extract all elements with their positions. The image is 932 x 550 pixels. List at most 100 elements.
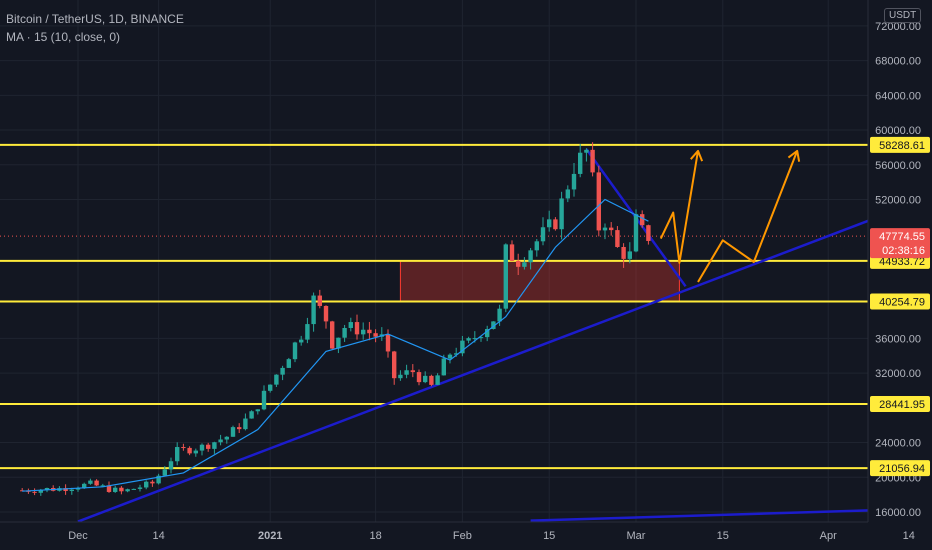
candle bbox=[243, 413, 248, 431]
candle bbox=[168, 457, 174, 474]
candle bbox=[367, 321, 372, 341]
candle bbox=[646, 224, 651, 245]
candle bbox=[516, 253, 521, 275]
candle-body bbox=[224, 436, 229, 440]
candle-body bbox=[416, 372, 422, 383]
candle bbox=[88, 478, 93, 485]
candle bbox=[497, 304, 502, 326]
level-tag-text: 21056.94 bbox=[879, 463, 925, 475]
candle bbox=[596, 165, 601, 237]
candle-body bbox=[361, 329, 366, 335]
candle bbox=[299, 335, 304, 346]
candle bbox=[553, 217, 558, 231]
candle-body bbox=[88, 480, 93, 484]
candle-body bbox=[181, 447, 186, 449]
candle-body bbox=[354, 322, 360, 335]
projection-path bbox=[659, 150, 699, 264]
candle-body bbox=[633, 214, 639, 252]
candle-body bbox=[69, 489, 74, 491]
candle-body bbox=[392, 351, 397, 379]
candle-body bbox=[144, 481, 149, 488]
level-price-tag: 21056.94 bbox=[870, 460, 930, 477]
quote-currency-badge[interactable]: USDT bbox=[884, 8, 922, 23]
candle-body bbox=[596, 172, 601, 231]
candle bbox=[602, 223, 608, 240]
level-tag-bg bbox=[870, 293, 930, 310]
candle-body bbox=[150, 481, 155, 484]
price-tick-label: 32000.00 bbox=[875, 368, 921, 380]
candle-body bbox=[385, 334, 391, 352]
candle bbox=[144, 480, 149, 490]
candle bbox=[292, 341, 298, 363]
candle bbox=[429, 374, 434, 387]
candle-body bbox=[255, 409, 260, 412]
level-price-tag: 28441.95 bbox=[870, 395, 930, 412]
candle bbox=[268, 384, 273, 393]
candle bbox=[392, 350, 397, 385]
candle-body bbox=[615, 230, 620, 247]
time-axis[interactable]: Dec 14 2021 18 Feb 15 Mar 15 Apr 14 bbox=[0, 521, 932, 550]
candle-body bbox=[559, 198, 564, 230]
candle-body bbox=[435, 375, 440, 385]
candle-body bbox=[578, 152, 583, 174]
candle bbox=[361, 322, 366, 340]
candle bbox=[119, 486, 124, 495]
zone-rect bbox=[399, 260, 680, 302]
candle bbox=[404, 364, 409, 379]
candle-body bbox=[274, 374, 279, 385]
ma-line bbox=[22, 198, 649, 492]
arrow-head bbox=[690, 149, 704, 162]
candle-body bbox=[218, 439, 223, 443]
projection-arrows bbox=[659, 149, 801, 283]
candle bbox=[199, 443, 205, 456]
countdown-text: 02:38:16 bbox=[882, 245, 925, 257]
candle-body bbox=[534, 241, 539, 251]
candle-body bbox=[175, 447, 180, 462]
candle-body bbox=[404, 370, 409, 375]
candle bbox=[491, 321, 496, 330]
candle-body bbox=[373, 333, 378, 337]
candle bbox=[584, 148, 589, 162]
candle bbox=[578, 143, 583, 178]
candle bbox=[63, 484, 68, 495]
time-tick-label: Apr bbox=[820, 530, 837, 542]
candle bbox=[559, 191, 564, 240]
candle bbox=[621, 243, 626, 268]
projection-path bbox=[697, 150, 799, 283]
candle-body bbox=[410, 370, 415, 373]
candle-body bbox=[565, 189, 570, 199]
candle bbox=[379, 327, 384, 341]
indicator-label[interactable]: MA · 15 (10, close, 0) bbox=[6, 30, 121, 44]
time-tick-label: 18 bbox=[369, 530, 381, 542]
candle bbox=[410, 364, 415, 378]
candle-body bbox=[131, 488, 136, 490]
candle bbox=[423, 371, 428, 384]
level-tag-bg bbox=[870, 395, 930, 412]
current-price-tag: 47774.55 02:38:16 bbox=[870, 228, 930, 259]
time-tick-label: Mar bbox=[627, 530, 646, 542]
candle bbox=[466, 336, 471, 344]
candle-body bbox=[137, 487, 143, 489]
candle-body bbox=[423, 375, 428, 383]
candle-body bbox=[491, 321, 496, 330]
candle-body bbox=[472, 338, 477, 340]
candle-body bbox=[584, 149, 589, 153]
price-axis[interactable]: 72000.00 68000.00 64000.00 60000.00 56000.00… bbox=[867, 0, 932, 550]
candle-body bbox=[497, 308, 502, 322]
candle-body bbox=[261, 390, 267, 410]
candle bbox=[348, 317, 353, 332]
time-tick-label: Feb bbox=[453, 530, 472, 542]
candle-body bbox=[212, 442, 217, 449]
candle bbox=[75, 486, 81, 492]
time-tick-label: 2021 bbox=[258, 530, 282, 542]
candle bbox=[336, 337, 341, 354]
trendline bbox=[77, 195, 932, 523]
candle-body bbox=[94, 480, 99, 486]
candle-body bbox=[230, 427, 236, 437]
symbol-title[interactable]: Bitcoin / TetherUS, 1D, BINANCE bbox=[6, 12, 184, 26]
level-price-tag: 40254.79 bbox=[870, 293, 930, 310]
candle-body bbox=[323, 305, 329, 322]
candle-body bbox=[640, 214, 645, 226]
candle-body bbox=[125, 489, 130, 492]
